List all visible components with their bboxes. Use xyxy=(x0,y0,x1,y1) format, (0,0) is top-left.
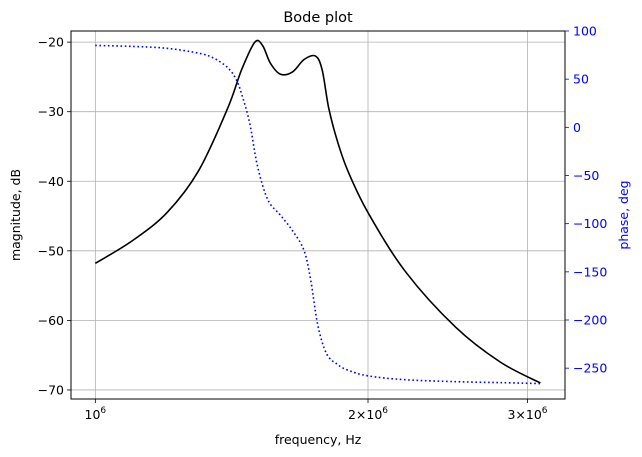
right-tick-label: 100 xyxy=(573,24,597,39)
left-axis-ticks: −20 −30 −40 −50 −60 −70 xyxy=(38,35,71,397)
right-tick-label: −50 xyxy=(573,168,599,183)
left-tick-label: −70 xyxy=(38,382,64,397)
series-lines xyxy=(94,39,541,385)
right-tick-label: −200 xyxy=(573,313,607,328)
right-tick-label: −150 xyxy=(573,264,607,279)
right-tick-label: −250 xyxy=(573,361,607,376)
x-tick-label: 3×106 xyxy=(507,406,547,422)
phase-series-line xyxy=(95,44,541,385)
left-tick-label: −30 xyxy=(38,104,64,119)
right-tick-label: 50 xyxy=(573,72,589,87)
x-axis-label: frequency, Hz xyxy=(275,432,362,447)
x-tick-label: 106 xyxy=(85,406,107,422)
plot-frame xyxy=(70,30,566,400)
right-tick-label: −100 xyxy=(573,216,607,231)
grid xyxy=(71,31,565,399)
left-tick-label: −20 xyxy=(38,35,64,50)
magnitude-series-line xyxy=(94,39,541,384)
chart-title: Bode plot xyxy=(283,10,353,26)
left-tick-label: −40 xyxy=(38,174,64,189)
x-tick-label: 2×106 xyxy=(348,406,388,422)
right-axis-label: phase, deg xyxy=(616,180,631,249)
left-axis-label: magnitude, dB xyxy=(8,169,23,261)
right-tick-label: 0 xyxy=(573,120,581,135)
left-tick-label: −60 xyxy=(38,313,64,328)
left-tick-label: −50 xyxy=(38,243,64,258)
x-axis-ticks: 106 2×106 3×106 xyxy=(85,399,548,422)
right-axis-ticks: 100 50 0 −50 −100 −150 −200 −250 xyxy=(565,24,607,376)
